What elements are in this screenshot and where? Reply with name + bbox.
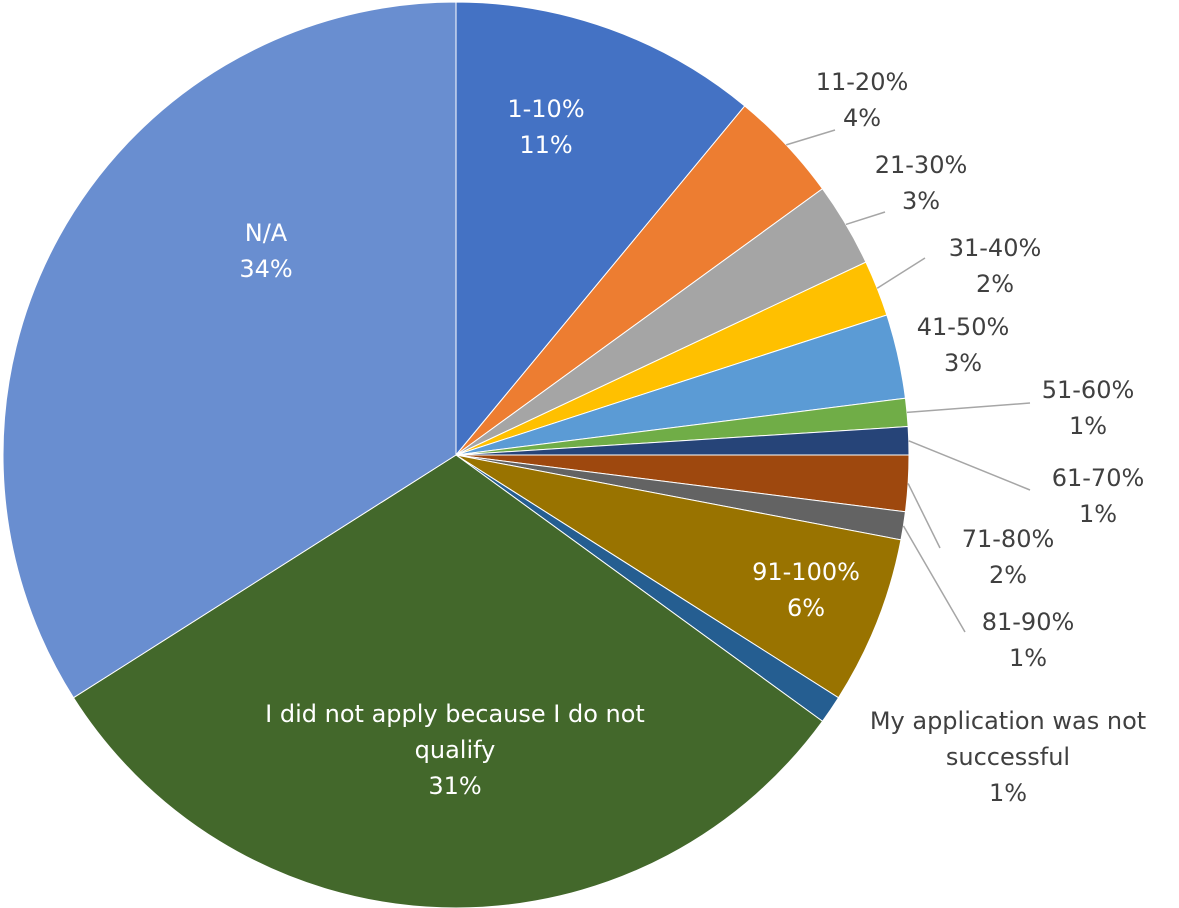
data-label: 91-100% 6%	[752, 554, 860, 626]
category-label: N/A	[244, 219, 288, 247]
value-label: 2%	[975, 270, 1015, 298]
category-label: My application was not successful	[869, 707, 1147, 771]
category-label: 31-40%	[948, 234, 1042, 262]
data-label: 11-20% 4%	[816, 64, 909, 136]
pie-slice	[2, 1, 457, 699]
category-label: 21-30%	[874, 151, 968, 179]
value-label: 1%	[1078, 500, 1118, 528]
value-label: 6%	[786, 594, 826, 622]
value-label: 1%	[1008, 644, 1048, 672]
value-label: 3%	[901, 187, 941, 215]
category-label: 61-70%	[1051, 464, 1145, 492]
value-label: 2%	[988, 561, 1028, 589]
data-label: I did not apply because I do not qualify…	[245, 696, 665, 804]
category-label: 91-100%	[752, 558, 860, 586]
pie-slice	[455, 1, 746, 457]
category-label: 11-20%	[815, 68, 909, 96]
category-label: I did not apply because I do not qualify	[265, 700, 645, 764]
data-label: 1-10% 11%	[507, 91, 584, 163]
leader-line	[908, 440, 1031, 491]
data-label: 81-90% 1%	[982, 604, 1075, 676]
value-label: 34%	[239, 255, 293, 283]
data-label: 61-70% 1%	[1052, 460, 1145, 532]
category-label: 81-90%	[981, 608, 1075, 636]
category-label: 51-60%	[1041, 376, 1135, 404]
leader-line	[906, 402, 1031, 414]
pie-slice	[455, 454, 902, 699]
value-label: 1%	[988, 779, 1028, 807]
category-label: 1-10%	[507, 95, 585, 123]
data-label: N/A 34%	[239, 215, 292, 287]
data-label: 31-40% 2%	[949, 230, 1042, 302]
value-label: 3%	[943, 349, 983, 377]
data-label: 51-60% 1%	[1042, 372, 1135, 444]
leader-line	[876, 257, 926, 289]
data-label: 41-50% 3%	[917, 309, 1010, 381]
data-label: 21-30% 3%	[875, 147, 968, 219]
leader-line	[845, 211, 886, 226]
value-label: 11%	[519, 131, 573, 159]
leader-line	[902, 525, 966, 633]
leader-line	[786, 129, 836, 146]
leader-line	[907, 483, 941, 549]
value-label: 1%	[1068, 412, 1108, 440]
category-label: 41-50%	[916, 313, 1010, 341]
value-label: 31%	[428, 772, 482, 800]
category-label: 71-80%	[961, 525, 1055, 553]
value-label: 4%	[842, 104, 882, 132]
data-label: My application was not successful 1%	[833, 703, 1179, 811]
data-label: 71-80% 2%	[962, 521, 1055, 593]
